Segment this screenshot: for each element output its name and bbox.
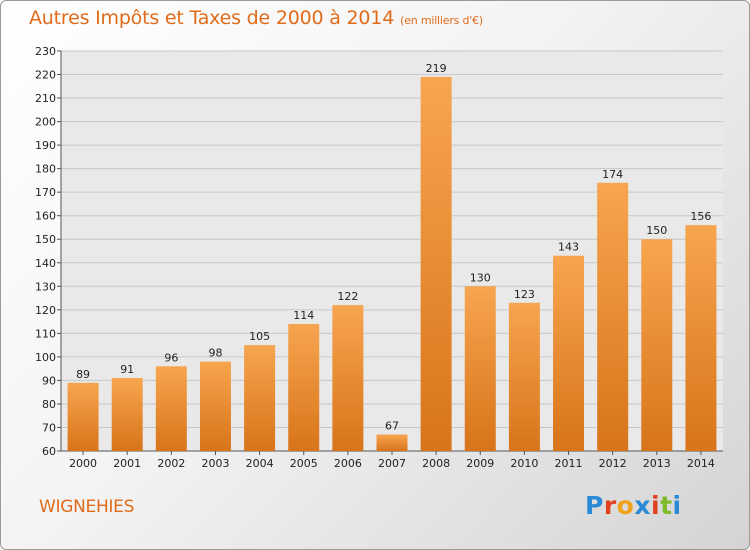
y-tick-label: 160 bbox=[35, 210, 56, 223]
y-tick-label: 180 bbox=[35, 163, 56, 176]
chart-subtitle: (en milliers d'€) bbox=[400, 14, 483, 27]
x-tick-label-2013: 2013 bbox=[643, 457, 671, 470]
axes: 60 70 80 90 100 110 120 130 140 150 160 170 180 190 20… bbox=[35, 45, 723, 470]
value-label-2010: 123 bbox=[514, 288, 535, 301]
x-tick-label-2012: 2012 bbox=[599, 457, 627, 470]
commune-name: WIGNEHIES bbox=[39, 497, 135, 517]
x-tick-label-2010: 2010 bbox=[510, 457, 538, 470]
bar-2008 bbox=[420, 76, 452, 451]
bar-2006 bbox=[332, 305, 364, 451]
value-label-2006: 122 bbox=[337, 290, 358, 303]
value-label-2007: 67 bbox=[385, 420, 399, 433]
bar-2013 bbox=[641, 239, 673, 451]
y-tick-label: 130 bbox=[35, 280, 56, 293]
value-label-2011: 143 bbox=[558, 241, 579, 254]
y-tick-label: 80 bbox=[42, 398, 56, 411]
x-tick-label-2002: 2002 bbox=[157, 457, 185, 470]
value-label-2004: 105 bbox=[249, 330, 270, 343]
y-tick-label: 170 bbox=[35, 186, 56, 199]
value-label-2014: 156 bbox=[690, 210, 711, 223]
value-label-2013: 150 bbox=[646, 224, 667, 237]
y-tick-label: 150 bbox=[35, 233, 56, 246]
bar-2009 bbox=[464, 286, 496, 451]
bar-2011 bbox=[553, 255, 585, 451]
value-label-2001: 91 bbox=[120, 363, 134, 376]
y-tick-label: 220 bbox=[35, 69, 56, 82]
y-tick-label: 230 bbox=[35, 45, 56, 58]
y-tick-label: 210 bbox=[35, 92, 56, 105]
x-tick-label-2009: 2009 bbox=[466, 457, 494, 470]
logo-letter: o bbox=[616, 491, 635, 520]
bar-2007 bbox=[376, 434, 408, 451]
y-tick-label: 110 bbox=[35, 327, 56, 340]
bar-2002 bbox=[155, 366, 187, 451]
chart-title: Autres Impôts et Taxes de 2000 à 2014 (en… bbox=[29, 7, 483, 29]
logo-letter: i bbox=[651, 491, 661, 520]
bar-2005 bbox=[288, 323, 320, 451]
x-tick-label-2008: 2008 bbox=[422, 457, 450, 470]
x-tick-label-2000: 2000 bbox=[69, 457, 97, 470]
x-tick-label-2007: 2007 bbox=[378, 457, 406, 470]
bars: 89 91 96 98 105 114 122 67 219 130 123 143 174 150 156 bbox=[67, 62, 717, 451]
x-tick-label-2011: 2011 bbox=[555, 457, 583, 470]
x-tick-label-2014: 2014 bbox=[687, 457, 715, 470]
bar-2010 bbox=[508, 302, 540, 451]
title-text: Autres Impôts et Taxes de 2000 à 2014 bbox=[29, 7, 395, 29]
x-tick-label-2001: 2001 bbox=[113, 457, 141, 470]
logo-letter: r bbox=[603, 491, 617, 520]
value-label-2002: 96 bbox=[164, 351, 178, 364]
y-tick-label: 120 bbox=[35, 304, 56, 317]
y-tick-label: 90 bbox=[42, 374, 56, 387]
logo-letter: i bbox=[672, 491, 682, 520]
y-tick-label: 190 bbox=[35, 139, 56, 152]
value-label-2009: 130 bbox=[470, 271, 491, 284]
bar-2001 bbox=[111, 378, 143, 451]
y-tick-label: 100 bbox=[35, 351, 56, 364]
logo-letter: x bbox=[634, 491, 651, 520]
x-tick-label-2006: 2006 bbox=[334, 457, 362, 470]
x-tick-label-2004: 2004 bbox=[246, 457, 274, 470]
y-tick-label: 200 bbox=[35, 116, 56, 129]
x-tick-label-2003: 2003 bbox=[201, 457, 229, 470]
value-label-2003: 98 bbox=[208, 347, 222, 360]
y-tick-label: 70 bbox=[42, 421, 56, 434]
y-tick-label: 60 bbox=[42, 445, 56, 458]
proxiti-logo: Proxiti bbox=[585, 491, 682, 520]
y-tick-label: 140 bbox=[35, 257, 56, 270]
value-label-2005: 114 bbox=[293, 309, 314, 322]
value-label-2012: 174 bbox=[602, 168, 623, 181]
bar-2003 bbox=[199, 361, 231, 451]
bar-2012 bbox=[597, 182, 629, 451]
value-label-2000: 89 bbox=[76, 368, 90, 381]
x-tick-label-2005: 2005 bbox=[290, 457, 318, 470]
logo-letter: t bbox=[660, 491, 673, 520]
bar-2000 bbox=[67, 382, 99, 451]
logo-letter: P bbox=[585, 491, 604, 520]
bar-2004 bbox=[244, 345, 276, 451]
value-label-2008: 219 bbox=[426, 62, 447, 75]
bar-2014 bbox=[685, 225, 717, 451]
